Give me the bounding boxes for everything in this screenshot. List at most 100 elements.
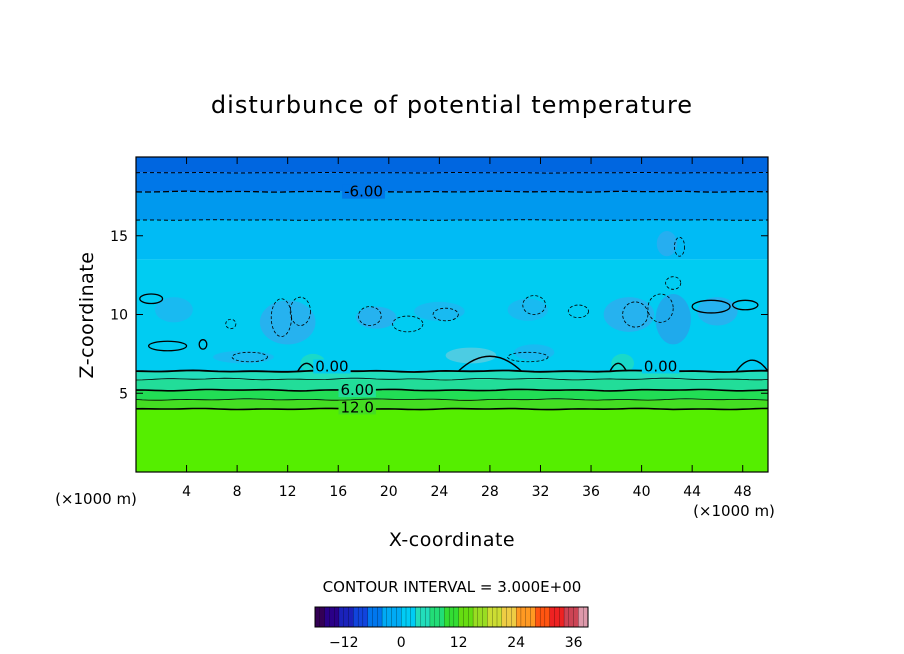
colorbar-segment <box>372 606 378 628</box>
y-tick-label: 10 <box>110 308 128 324</box>
turbulent-patch <box>154 297 193 323</box>
y-axis-unit: (×1000 m) <box>55 490 137 508</box>
colorbar-segment <box>530 606 536 628</box>
colorbar-segment <box>535 606 541 628</box>
field-band <box>136 409 768 472</box>
colorbar-segment <box>444 606 450 628</box>
colorbar-segment <box>496 606 503 628</box>
contour-line <box>622 301 649 328</box>
colorbar-segment <box>573 606 579 628</box>
contour-line <box>609 362 628 372</box>
colorbar-segment <box>357 606 364 628</box>
chart-title: disturbunce of potential temperature <box>211 91 693 119</box>
colorbar-tick-label: 36 <box>565 635 583 651</box>
colorbar-segment <box>511 606 517 628</box>
x-tick-label: 12 <box>279 484 297 500</box>
contour-line <box>136 219 768 221</box>
colorbar-segment <box>429 606 436 628</box>
contour-line <box>665 276 682 290</box>
colorbar-segment <box>549 606 555 628</box>
colorbar-segment <box>319 606 326 628</box>
contour-line <box>457 355 523 372</box>
contour-line <box>507 351 549 363</box>
colorbar-segment <box>386 606 393 628</box>
contour-line <box>289 296 311 326</box>
turbulent-patch <box>507 298 549 321</box>
colorbar-segment <box>377 606 383 628</box>
colorbar-segment <box>348 606 354 628</box>
colorbar-segment <box>434 606 441 628</box>
colorbar-segment <box>420 606 426 628</box>
contour-line <box>691 299 731 314</box>
colorbar-segment <box>568 606 575 628</box>
contour-line <box>731 299 759 311</box>
colorbar-segment <box>525 606 532 628</box>
x-tick-label: 40 <box>633 484 651 500</box>
contour-line <box>358 306 382 326</box>
colorbar-segment <box>578 606 584 628</box>
colorbar-segment <box>563 606 570 628</box>
colorbar-segment <box>463 606 469 628</box>
colorbar-segment <box>405 606 412 628</box>
colorbar-tick-label: 24 <box>507 635 525 651</box>
x-axis-unit: (×1000 m) <box>693 502 775 520</box>
x-tick-label: 32 <box>532 484 550 500</box>
contour-line <box>735 359 768 372</box>
colorbar-tick-label: 0 <box>397 635 406 651</box>
contour-line <box>432 307 459 322</box>
colorbar-segment <box>439 606 445 628</box>
colorbar-segment <box>396 606 402 628</box>
field-band <box>136 371 768 380</box>
contour-line <box>136 377 768 381</box>
x-tick-label: 48 <box>734 484 752 500</box>
colorbar-segment <box>516 606 522 628</box>
colorbar-segment <box>334 606 340 628</box>
contour-label: 12.0 <box>340 398 373 416</box>
contour-line <box>147 340 188 352</box>
colorbar-segment <box>554 606 560 628</box>
turbulent-patch <box>445 347 497 364</box>
colorbar-tick-label: −12 <box>329 635 359 651</box>
x-tick-label: 24 <box>430 484 448 500</box>
colorbar-segment <box>458 606 464 628</box>
x-tick-label: 44 <box>683 484 701 500</box>
x-tick-label: 4 <box>182 484 191 500</box>
x-tick-label: 8 <box>233 484 242 500</box>
contour-line <box>674 236 685 257</box>
colorbar-tick-label: 12 <box>450 635 468 651</box>
colorbar-segment <box>487 606 493 628</box>
colorbar-segment <box>425 606 431 628</box>
colorbar-segment <box>324 606 330 628</box>
colorbar-segment <box>472 606 479 628</box>
colorbar-segment <box>367 606 373 628</box>
contour-interval-note: CONTOUR INTERVAL = 3.000E+00 <box>323 578 582 596</box>
contour-label: 6.00 <box>340 381 373 399</box>
colorbar <box>314 606 589 628</box>
field-band <box>136 157 768 173</box>
contour-line <box>522 295 546 315</box>
turbulent-patch <box>213 350 274 364</box>
turbulent-patch <box>414 301 465 321</box>
colorbar-segment <box>520 606 527 628</box>
field-band <box>136 191 768 220</box>
x-tick-label: 28 <box>481 484 499 500</box>
contour-line <box>136 171 768 174</box>
colorbar-segment <box>453 606 460 628</box>
contour-label-bg <box>313 359 351 374</box>
colorbar-frame <box>314 606 589 628</box>
x-tick-label: 16 <box>329 484 347 500</box>
colorbar-segment <box>492 606 498 628</box>
colorbar-segment <box>401 606 407 628</box>
contour-label-bg <box>641 359 680 374</box>
contour-line <box>198 339 208 350</box>
colorbar-segment <box>559 606 565 628</box>
contour-label-bg <box>342 184 385 199</box>
contour-label: -6.00 <box>344 183 383 201</box>
colorbar-segment <box>391 606 397 628</box>
contour-line <box>136 190 768 193</box>
contour-line <box>392 315 424 333</box>
turbulent-patch <box>259 300 316 345</box>
colorbar-segment <box>448 606 455 628</box>
colorbar-segment <box>329 606 335 628</box>
